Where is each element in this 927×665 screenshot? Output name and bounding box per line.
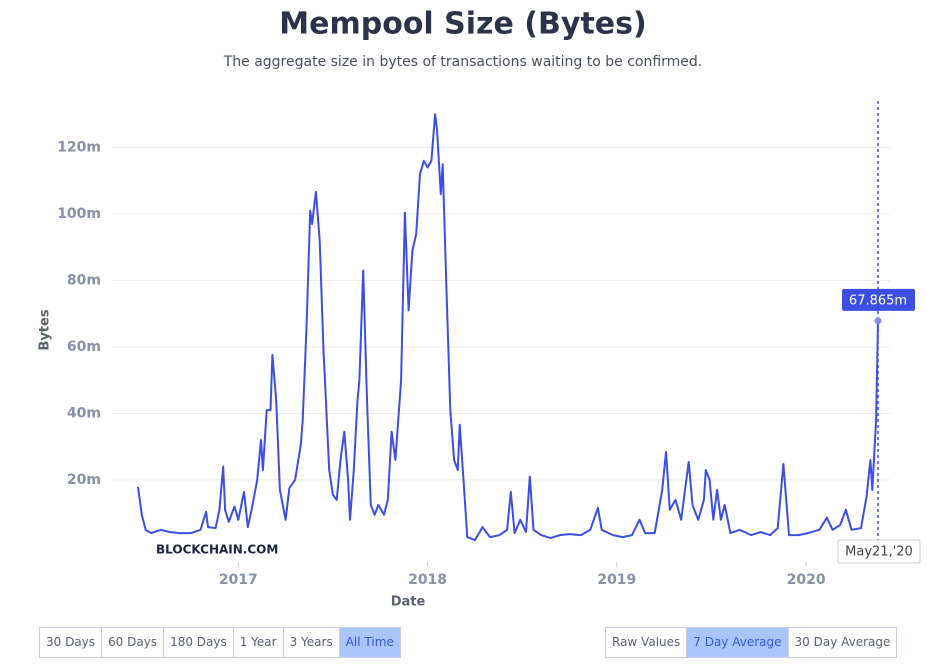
x-axis-label: Date bbox=[391, 595, 426, 610]
average-buttons: Raw Values 7 Day Average 30 Day Average bbox=[605, 627, 898, 658]
y-tick-label: 40m bbox=[67, 405, 101, 421]
hover-value-box bbox=[842, 288, 915, 311]
x-tick-label: 2017 bbox=[219, 572, 258, 588]
toggle-button[interactable]: 60 Days bbox=[101, 627, 165, 658]
toggle-button[interactable]: 1 Year bbox=[232, 627, 284, 658]
y-tick-label: 120m bbox=[57, 140, 101, 156]
y-tick-label: 80m bbox=[67, 272, 101, 288]
toggle-button[interactable]: Raw Values bbox=[605, 627, 688, 658]
toggle-button[interactable]: 7 Day Average bbox=[686, 627, 789, 658]
hover-dot bbox=[874, 317, 882, 325]
x-tick-label: 2020 bbox=[787, 572, 826, 588]
x-tick-label: 2019 bbox=[597, 572, 636, 588]
hover-value-label: 67.865m bbox=[849, 293, 907, 308]
toggle-button[interactable]: 3 Years bbox=[282, 627, 340, 658]
hover-date-box bbox=[837, 539, 921, 564]
data-line bbox=[137, 113, 879, 542]
toggle-button[interactable]: 30 Day Average bbox=[787, 627, 898, 658]
toggle-button[interactable]: 180 Days bbox=[163, 627, 234, 658]
y-axis-label: Bytes bbox=[38, 309, 53, 350]
x-tick-label: 2018 bbox=[408, 572, 447, 588]
y-tick-label: 100m bbox=[57, 206, 101, 222]
chart-title: Mempool Size (Bytes) bbox=[279, 7, 646, 42]
range-buttons: 30 Days 60 Days 180 Days 1 Year 3 Years All T… bbox=[39, 627, 401, 658]
watermark: BLOCKCHAIN.COM bbox=[156, 543, 278, 557]
toggle-button[interactable]: 30 Days bbox=[39, 627, 103, 658]
y-tick-label: 60m bbox=[67, 339, 101, 355]
y-tick-label: 20m bbox=[67, 472, 101, 488]
chart-subtitle: The aggregate size in bytes of transacti… bbox=[223, 54, 703, 70]
chart: Mempool Size (Bytes) The aggregate size … bbox=[38, 7, 921, 610]
toggle-button[interactable]: All Time bbox=[338, 627, 401, 658]
hover-date-label: May21,'20 bbox=[845, 545, 913, 560]
